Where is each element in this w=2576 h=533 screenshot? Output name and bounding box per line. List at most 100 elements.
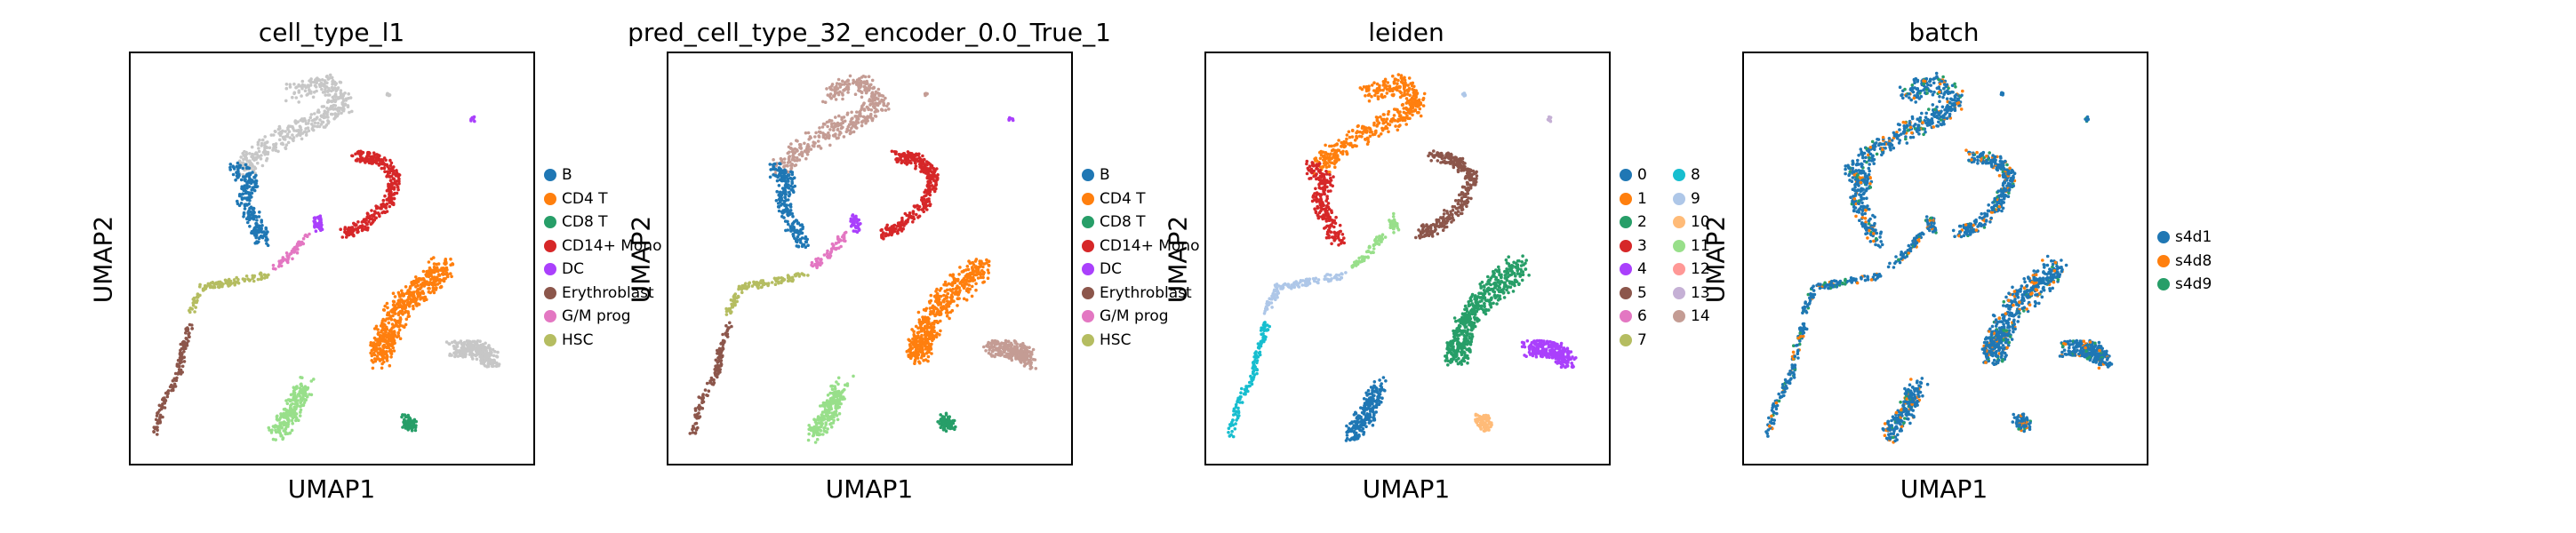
plot-title: cell_type_l1: [258, 18, 405, 47]
x-axis-label: UMAP1: [1362, 474, 1451, 504]
legend-item: B: [1082, 164, 1110, 186]
legend-item: CD4 T: [1082, 188, 1146, 210]
legend-label: 11: [1691, 236, 1710, 255]
umap-panel-leiden: leiden UMAP2 UMAP1 0 1 2 3 4 5 6 7 8 9 10 11 12 13 14: [1164, 18, 1710, 504]
legend-label: 0: [1637, 166, 1647, 184]
legend-item: HSC: [1082, 330, 1131, 351]
legend-label: CD8 T: [1100, 213, 1146, 231]
legend-item: 0: [1620, 164, 1647, 186]
legend-label: 9: [1691, 189, 1700, 208]
legend-item: CD14+ Mono: [544, 235, 661, 257]
legend-item: 5: [1620, 282, 1647, 304]
cluster-points: [1311, 73, 1427, 179]
cluster-points: [1344, 376, 1388, 442]
legend-label: G/M prog: [562, 307, 631, 325]
cluster-points: [982, 338, 1038, 370]
legend-marker: [1082, 192, 1094, 205]
cluster-points: [1444, 254, 1531, 367]
legend-marker: [1620, 169, 1632, 181]
legend-marker: [1673, 286, 1685, 299]
legend-label: 8: [1691, 166, 1700, 184]
legend-label: s4d8: [2175, 251, 2212, 270]
legend-marker: [544, 169, 556, 181]
legend-item: B: [544, 164, 572, 186]
legend-item: Erythroblast: [544, 282, 654, 304]
plot-frame: [667, 52, 1073, 465]
cluster-points: [879, 149, 940, 241]
legend-item: 9: [1673, 188, 1700, 210]
legend-marker: [1620, 310, 1632, 322]
legend-marker: [1082, 216, 1094, 228]
umap-panel-cell-type: cell_type_l1 UMAP2 UMAP1 B CD4 T CD8 T CD14…: [0, 0, 662, 533]
legend-marker: [544, 239, 556, 252]
legend-marker: [1082, 333, 1094, 346]
legend-item: 8: [1673, 164, 1700, 186]
legend-item: DC: [544, 259, 584, 280]
legend-label: 7: [1637, 330, 1647, 349]
legend-item: CD8 T: [544, 211, 608, 233]
legend-label: G/M prog: [1100, 307, 1169, 325]
legend-marker: [1673, 310, 1685, 322]
cluster-points: [1999, 91, 2005, 97]
legend-label: HSC: [562, 330, 594, 349]
legend-marker: [544, 310, 556, 322]
legend-marker: [1673, 216, 1685, 228]
legend-marker: [2157, 278, 2170, 290]
legend-item: 3: [1620, 235, 1647, 257]
legend-label: B: [1100, 166, 1110, 184]
cluster-points: [905, 258, 991, 366]
legend-label: Erythroblast: [1100, 283, 1192, 302]
cluster-points: [1847, 71, 1964, 178]
scatter-plot: [1764, 71, 2114, 444]
legend-marker: [544, 192, 556, 205]
legend-marker: [2157, 231, 2170, 243]
cluster-points: [188, 271, 270, 314]
cluster-points: [2058, 338, 2114, 370]
legend-marker: [1673, 169, 1685, 181]
cluster-points: [806, 374, 855, 444]
y-axis-label: UMAP2: [1700, 215, 1731, 304]
cluster-points: [1881, 377, 1930, 444]
cluster-points: [1350, 233, 1388, 269]
legend-item: DC: [1082, 259, 1122, 280]
legend-item: 1: [1620, 188, 1647, 210]
plot-frame: [1204, 52, 1611, 465]
legend-label: 13: [1691, 283, 1710, 302]
legend-item: s4d1: [2157, 227, 2212, 248]
cluster-points: [400, 413, 419, 433]
legend-label: CD4 T: [1100, 189, 1146, 208]
legend-label: 2: [1637, 213, 1647, 231]
legend-marker: [1673, 263, 1685, 275]
cluster-points: [688, 321, 733, 435]
cluster-points: [267, 376, 316, 442]
cluster-points: [1764, 322, 1809, 438]
cluster-points: [2011, 412, 2032, 434]
x-axis-label: UMAP1: [825, 474, 914, 504]
legend-marker: [544, 263, 556, 275]
legend-marker: [544, 333, 556, 346]
plot-title: leiden: [1368, 18, 1444, 47]
legend-label: 1: [1637, 189, 1647, 208]
cluster-points: [1007, 115, 1015, 123]
legend-label: 6: [1637, 307, 1647, 325]
cluster-points: [1227, 321, 1271, 439]
legend-label: CD4 T: [562, 189, 608, 208]
scatter-plot: [152, 73, 501, 442]
cluster-points: [768, 162, 810, 249]
legend-item: CD4 T: [544, 188, 608, 210]
legend-item: G/M prog: [1082, 306, 1169, 327]
cluster-points: [2084, 115, 2091, 123]
cluster-points: [1262, 271, 1348, 315]
legend-marker: [544, 286, 556, 299]
plot-title: batch: [1908, 18, 1980, 47]
legend-label: HSC: [1100, 330, 1132, 349]
legend-marker: [1620, 192, 1632, 205]
legend-label: s4d1: [2175, 228, 2212, 246]
cluster-points: [1546, 115, 1553, 123]
legend-label: 3: [1637, 236, 1647, 255]
legend-item: 10: [1673, 211, 1710, 233]
legend-label: B: [562, 166, 572, 184]
cluster-points: [1801, 272, 1883, 315]
cluster-points: [1980, 254, 2068, 367]
cluster-points: [1474, 412, 1493, 433]
